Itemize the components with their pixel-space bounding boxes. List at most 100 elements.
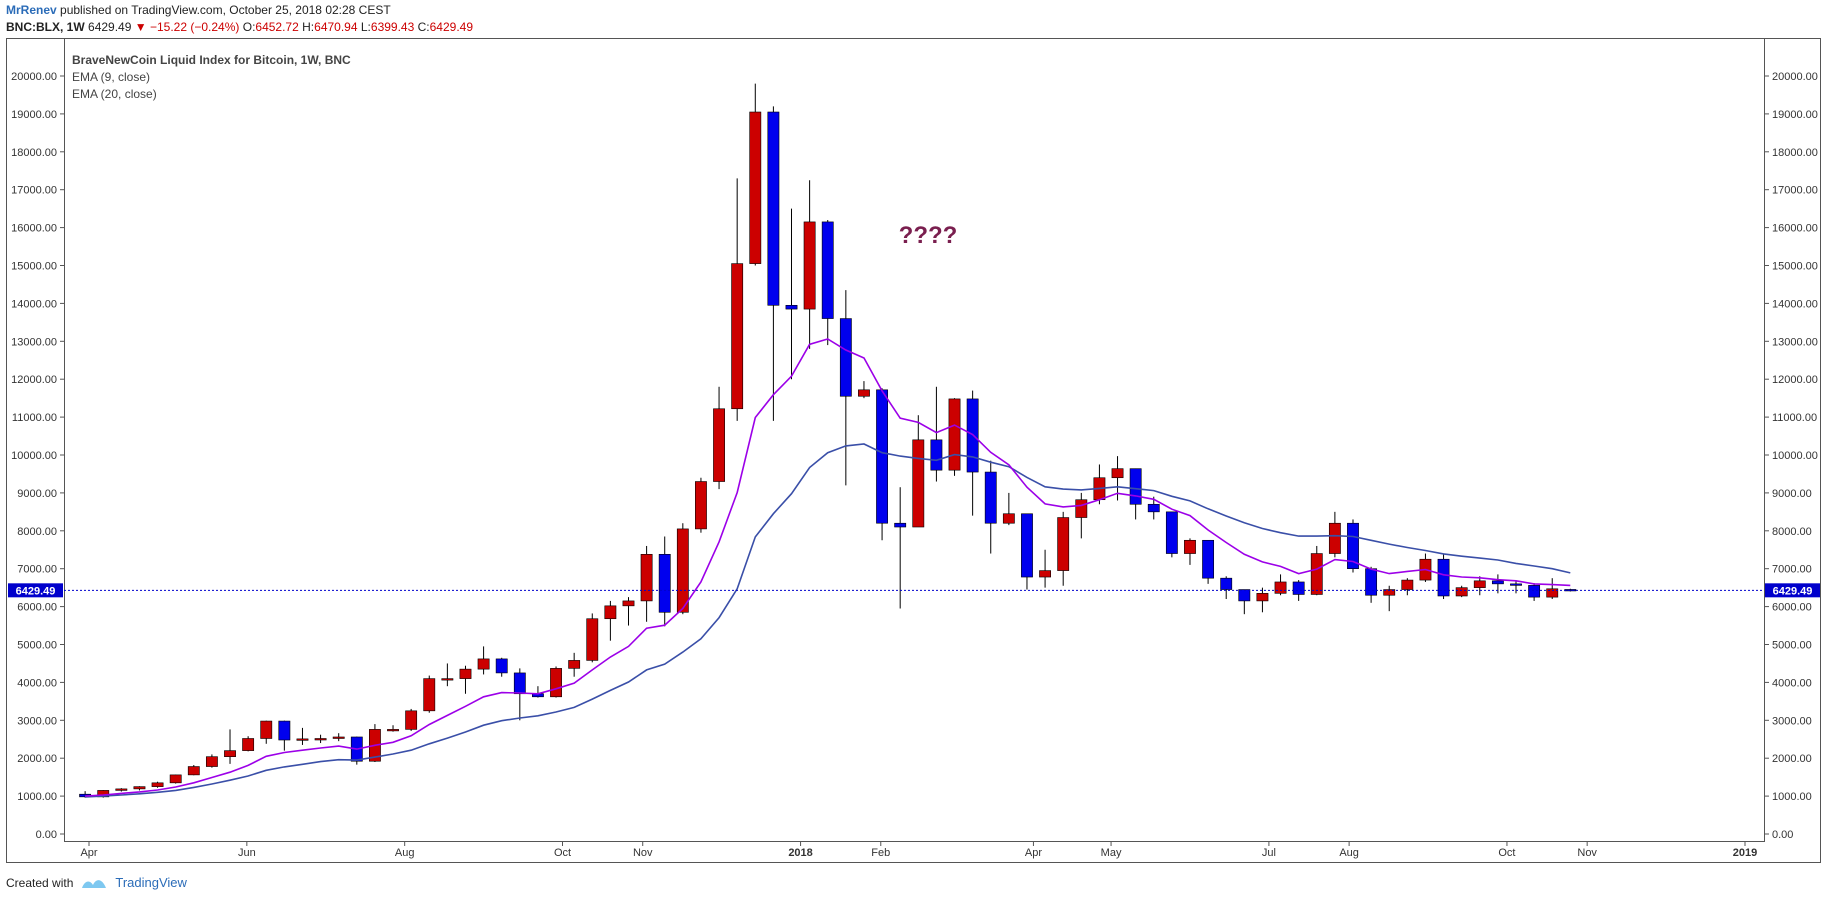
candle[interactable] [513, 668, 526, 721]
candle[interactable] [169, 774, 182, 784]
candle[interactable] [1129, 468, 1142, 520]
chart-frame [6, 38, 1821, 863]
candle[interactable] [695, 477, 707, 533]
created-with-text: Created with [6, 875, 74, 890]
candle[interactable] [1202, 539, 1215, 584]
candle[interactable] [1383, 585, 1396, 612]
candle-body [1455, 587, 1468, 597]
candle-body [1310, 553, 1323, 595]
candle[interactable] [568, 652, 581, 677]
candle[interactable] [1546, 578, 1559, 600]
candle[interactable] [1238, 589, 1251, 615]
y-tick-label-left: 5000.00 [17, 640, 57, 652]
candle[interactable] [314, 734, 327, 744]
candle[interactable] [242, 736, 255, 752]
legend-ema9[interactable]: EMA (9, close) [72, 70, 151, 84]
candle[interactable] [731, 178, 744, 421]
candle[interactable] [1510, 580, 1522, 594]
candle[interactable] [1473, 576, 1486, 596]
candle[interactable] [749, 83, 762, 266]
candle[interactable] [550, 666, 562, 698]
author-link[interactable]: MrRenev [6, 3, 57, 17]
candle[interactable] [441, 663, 454, 687]
y-tick-label-right: 16000.00 [1772, 223, 1818, 235]
y-tick-label-right: 3000.00 [1772, 715, 1812, 727]
tradingview-brand-link[interactable]: TradingView [115, 875, 187, 890]
candle[interactable] [1564, 588, 1577, 592]
candle[interactable] [1184, 538, 1196, 565]
candle[interactable] [948, 398, 961, 476]
candle[interactable] [260, 720, 273, 744]
candle[interactable] [1455, 585, 1468, 598]
candle[interactable] [532, 686, 544, 698]
candle[interactable] [622, 597, 635, 626]
candle-body [513, 672, 526, 695]
candle[interactable] [676, 523, 689, 615]
candle[interactable] [1256, 587, 1269, 613]
candle[interactable] [1528, 583, 1541, 601]
candle[interactable] [1220, 576, 1233, 600]
candle[interactable] [187, 765, 200, 776]
candle[interactable] [1437, 553, 1450, 600]
legend-title[interactable]: BraveNewCoin Liquid Index for Bitcoin, 1… [72, 53, 351, 67]
candle[interactable] [839, 290, 852, 486]
candle[interactable] [278, 720, 291, 751]
candle[interactable] [658, 536, 671, 627]
candle[interactable] [803, 180, 816, 349]
y-tick-label-left: 20000.00 [11, 71, 57, 83]
x-tick-label: Apr [1025, 847, 1042, 859]
candle[interactable] [133, 786, 146, 791]
candle[interactable] [713, 386, 725, 490]
candle[interactable] [984, 460, 997, 554]
candle[interactable] [495, 657, 508, 677]
candle[interactable] [1365, 566, 1378, 603]
candle[interactable] [930, 386, 943, 482]
candle[interactable] [785, 208, 798, 380]
candle[interactable] [767, 106, 780, 421]
candle[interactable] [1401, 578, 1414, 596]
candle[interactable] [821, 220, 834, 346]
candle[interactable] [423, 675, 436, 713]
ema20-line[interactable] [85, 443, 1571, 798]
ema9-line[interactable] [85, 338, 1571, 797]
candle[interactable] [1147, 496, 1160, 520]
high-value: 6470.94 [314, 20, 358, 34]
candle[interactable] [332, 733, 345, 742]
candle[interactable] [1021, 513, 1033, 590]
candle[interactable] [894, 487, 907, 609]
candle[interactable] [1002, 492, 1015, 526]
candle[interactable] [205, 754, 218, 768]
candle[interactable] [1057, 511, 1070, 586]
candle[interactable] [858, 381, 870, 399]
candle[interactable] [604, 600, 617, 641]
candle[interactable] [115, 788, 128, 792]
candle[interactable] [477, 646, 490, 675]
candle[interactable] [640, 545, 653, 622]
candle[interactable] [1292, 580, 1305, 601]
candle[interactable] [1419, 553, 1432, 582]
candle[interactable] [1039, 549, 1051, 588]
candle[interactable] [1075, 492, 1088, 539]
candle-body [1401, 579, 1414, 590]
candle[interactable] [1274, 574, 1287, 596]
candle[interactable] [296, 727, 309, 745]
candle[interactable] [912, 415, 925, 528]
candle[interactable] [387, 725, 399, 732]
candle[interactable] [1347, 519, 1359, 573]
candle[interactable] [1328, 511, 1341, 558]
legend-ema20[interactable]: EMA (20, close) [72, 87, 157, 101]
candle[interactable] [459, 665, 472, 694]
candle-body [785, 304, 798, 310]
candle-body [1383, 589, 1396, 596]
candle[interactable] [1165, 511, 1178, 558]
candle[interactable] [876, 388, 888, 541]
candle[interactable] [1310, 545, 1323, 596]
candle[interactable] [966, 390, 979, 516]
candle[interactable] [586, 613, 599, 663]
candle[interactable] [151, 781, 164, 788]
candle-body [224, 750, 236, 757]
candle[interactable] [405, 708, 418, 731]
y-tick-label-right: 9000.00 [1772, 488, 1812, 500]
candle[interactable] [224, 729, 236, 764]
